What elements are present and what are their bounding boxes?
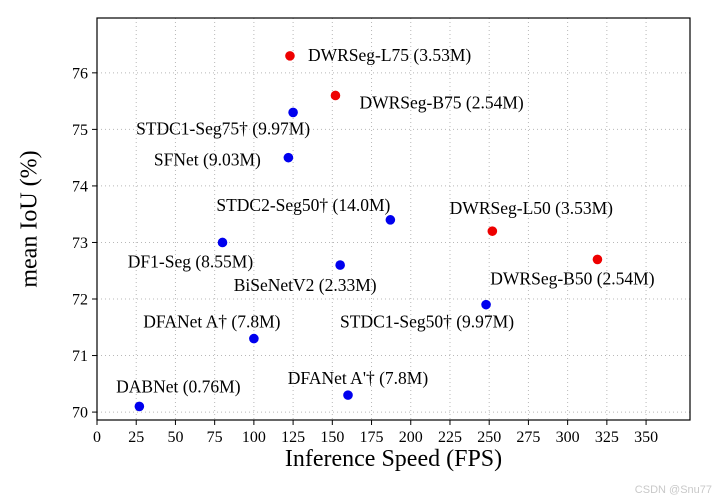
data-point-label: DABNet (0.76M) (116, 376, 241, 396)
data-point (487, 226, 498, 236)
data-point-label: SFNet (9.03M) (154, 150, 261, 170)
data-point-label: BiSeNetV2 (2.33M) (234, 275, 377, 295)
x-tick-label: 325 (595, 429, 619, 446)
x-tick-label: 50 (167, 429, 183, 446)
data-point-label: DFANet A† (7.8M) (143, 312, 280, 332)
data-point-label: DWRSeg-B75 (2.54M) (359, 92, 523, 112)
data-point (481, 299, 491, 310)
x-tick-label: 175 (360, 429, 384, 446)
data-point-label: DWRSeg-L75 (3.53M) (308, 45, 471, 65)
x-tick-label: 150 (320, 429, 344, 446)
x-tick-label: 225 (438, 429, 462, 446)
y-tick-label: 76 (72, 65, 88, 82)
x-tick-label: 25 (128, 429, 144, 446)
y-tick-label: 74 (72, 178, 88, 195)
data-point-label: DF1-Seg (8.55M) (128, 251, 254, 271)
x-tick-label: 100 (242, 429, 266, 446)
y-tick-label: 72 (72, 292, 88, 309)
data-point (285, 51, 295, 61)
data-point (288, 107, 298, 118)
data-point (592, 254, 603, 265)
x-tick-label: 350 (634, 429, 658, 446)
x-tick-label: 275 (516, 429, 540, 446)
data-point (217, 237, 228, 248)
data-point (385, 215, 396, 225)
data-point (283, 152, 294, 163)
data-point (249, 333, 259, 344)
y-tick-label: 73 (72, 235, 88, 252)
plot-frame (96, 17, 691, 421)
data-point-label: DWRSeg-L50 (3.53M) (450, 198, 613, 218)
y-tick-label: 70 (72, 405, 88, 422)
data-point (343, 390, 353, 400)
x-tick-label: 0 (93, 429, 101, 446)
x-tick-label: 125 (281, 429, 305, 446)
data-point (134, 401, 145, 412)
data-point-label: DFANet A'† (7.8M) (288, 368, 429, 388)
data-point-label: STDC2-Seg50† (14.0M) (216, 195, 390, 215)
data-point (335, 260, 345, 270)
x-tick-label: 75 (207, 429, 223, 446)
x-axis-title: Inference Speed (FPS) (284, 446, 503, 472)
y-tick-label: 75 (72, 122, 88, 139)
data-point-label: STDC1-Seg50† (9.97M) (340, 312, 514, 332)
data-point-label: STDC1-Seg75† (9.97M) (136, 118, 310, 138)
y-tick-label: 71 (72, 348, 88, 365)
y-axis-title: mean IoU (%) (16, 150, 43, 288)
x-tick-label: 200 (399, 429, 423, 446)
data-point (330, 90, 341, 101)
x-tick-label: 250 (477, 429, 501, 446)
watermark: CSDN @Snu77 (634, 484, 712, 496)
x-tick-label: 300 (556, 429, 580, 446)
data-point-label: DWRSeg-B50 (2.54M) (490, 268, 654, 288)
